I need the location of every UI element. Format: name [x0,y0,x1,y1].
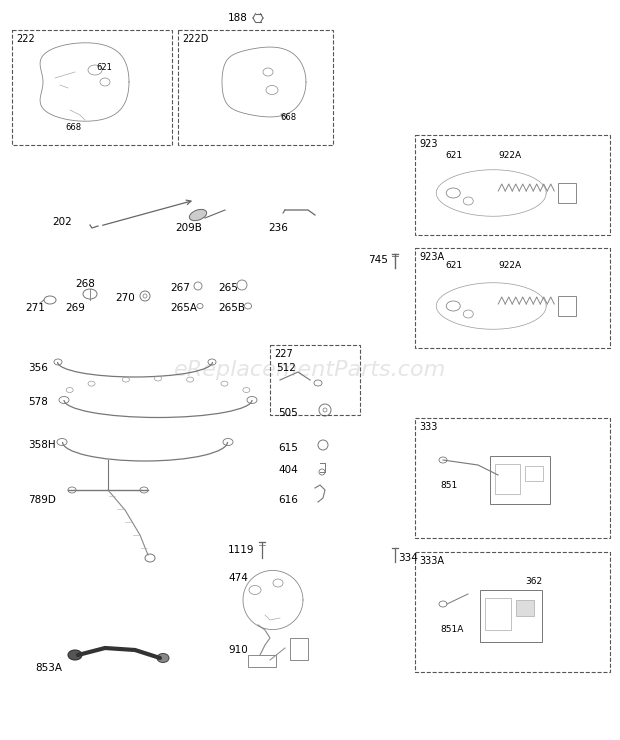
Text: 668: 668 [280,113,296,123]
Text: 265B: 265B [218,303,245,313]
Ellipse shape [157,653,169,662]
Text: 578: 578 [28,397,48,407]
Text: 621: 621 [445,260,462,269]
FancyBboxPatch shape [516,600,534,616]
Text: 851: 851 [440,482,458,491]
Bar [248,655,276,667]
Ellipse shape [68,650,82,660]
Text: 922A: 922A [498,260,521,269]
Text: 236: 236 [268,223,288,233]
Bar [558,183,576,203]
Text: 616: 616 [278,495,298,505]
Text: 1119: 1119 [228,545,254,555]
Bar [558,296,576,316]
Text: 621: 621 [96,62,112,72]
Text: 621: 621 [445,150,462,160]
Text: 853A: 853A [35,663,62,673]
Text: 267: 267 [170,283,190,293]
Text: 334: 334 [398,553,418,563]
Text: 209B: 209B [175,223,202,233]
Text: 745: 745 [368,255,388,265]
Bar [290,638,308,660]
Text: 222D: 222D [182,34,208,44]
Text: eReplacementParts.com: eReplacementParts.com [174,360,446,380]
Text: 333: 333 [419,422,437,432]
Text: 615: 615 [278,443,298,453]
Text: 358H: 358H [28,440,56,450]
Text: 362: 362 [525,577,542,587]
Text: 222: 222 [16,34,35,44]
Text: 512: 512 [276,363,296,373]
Text: 923A: 923A [419,252,444,262]
Text: 271: 271 [25,303,45,313]
Text: 789D: 789D [28,495,56,505]
Text: 270: 270 [115,293,135,303]
Text: 404: 404 [278,465,298,475]
Text: 227: 227 [274,349,293,359]
Text: 265: 265 [218,283,238,293]
Text: 910: 910 [228,645,248,655]
Text: 188: 188 [228,13,248,23]
Text: 922A: 922A [498,150,521,160]
Text: 269: 269 [65,303,85,313]
Text: 851A: 851A [440,625,463,634]
Text: 333A: 333A [419,556,444,566]
Text: 505: 505 [278,408,298,418]
Ellipse shape [189,209,206,221]
Text: 265A: 265A [170,303,197,313]
Text: 268: 268 [75,279,95,289]
Text: 923: 923 [419,139,438,149]
Text: 202: 202 [52,217,72,227]
Text: 356: 356 [28,363,48,373]
Text: 668: 668 [65,124,81,132]
Text: 474: 474 [228,573,248,583]
